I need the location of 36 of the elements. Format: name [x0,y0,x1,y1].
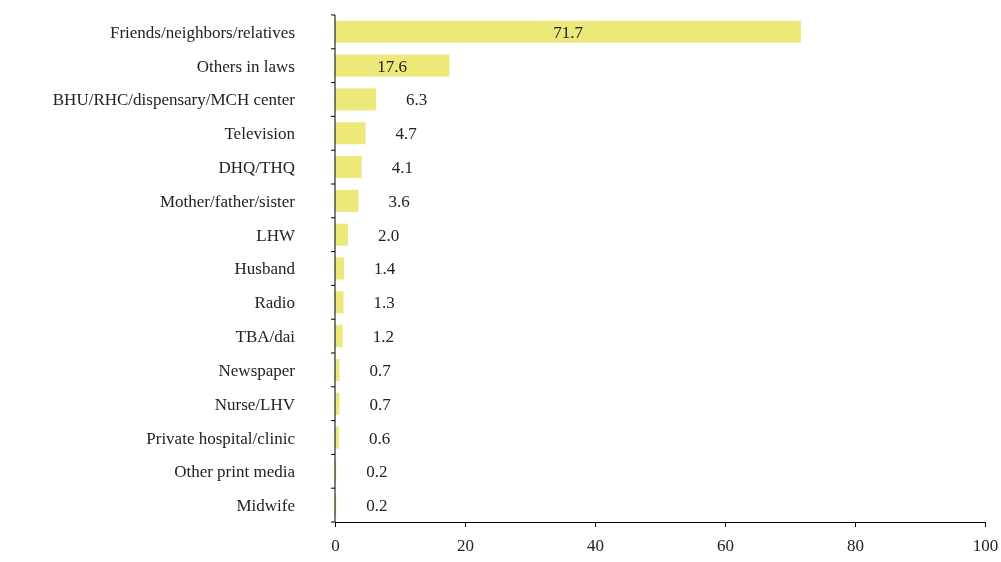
y-tick-label: Friends/neighbors/relatives [109,22,295,42]
y-tick-label: Midwife [236,496,295,516]
data-label: 71.7 [553,22,584,42]
data-label: 0.2 [366,462,388,482]
data-label: 17.6 [377,56,408,76]
data-label: 4.1 [391,157,413,177]
y-tick-label: Nurse/LHV [214,394,296,414]
y-tick-label: LHW [256,225,296,245]
y-tick-label: Mother/father/sister [159,191,296,211]
y-tick-label: Husband [234,259,296,279]
y-tick-label: TBA/dai [235,327,296,347]
data-label: 4.7 [395,124,418,144]
y-tick-label: DHQ/THQ [218,157,295,177]
y-tick-label: Others in laws [196,56,295,76]
data-label: 0.6 [368,428,391,448]
y-tick-label: Other print media [174,462,296,482]
data-label: 1.3 [373,293,395,313]
y-tick-label: Television [224,124,296,144]
data-label: 0.2 [366,496,388,516]
data-label: 2.0 [378,225,400,245]
y-tick-label: Newspaper [218,360,296,380]
data-label: 1.4 [374,259,396,279]
data-label: 6.3 [405,90,428,110]
x-tick-label: 60 [717,536,734,556]
data-label: 3.6 [388,191,410,211]
x-tick-label: 80 [847,536,864,556]
x-tick-label: 100 [972,536,999,556]
data-label: 0.7 [369,394,392,414]
x-tick-label: 0 [331,536,340,556]
x-tick-label: 40 [587,536,604,556]
data-label: 0.7 [369,360,392,380]
y-tick-label: Radio [254,293,295,313]
y-tick-label: Private hospital/clinic [146,428,296,448]
x-tick-label: 20 [457,536,474,556]
data-label: 1.2 [372,327,395,347]
y-tick-label: BHU/RHC/dispensary/MCH center [52,90,296,110]
